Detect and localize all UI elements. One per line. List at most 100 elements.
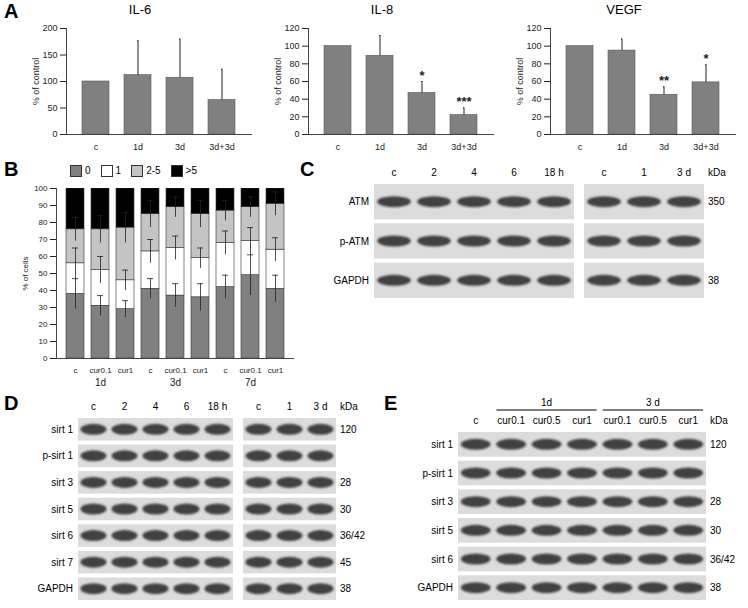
svg-text:cur1: cur1 [268,366,284,375]
svg-text:80: 80 [39,218,48,227]
svg-text:c: c [256,401,261,412]
svg-text:30: 30 [340,504,352,515]
svg-text:kDa: kDa [340,401,358,412]
svg-text:***: *** [456,94,472,109]
svg-text:sirt 6: sirt 6 [51,530,73,541]
svg-text:3d: 3d [659,142,669,152]
svg-text:sirt 1: sirt 1 [431,439,453,450]
svg-text:kDa: kDa [710,415,728,426]
svg-text:cur0.1: cur0.1 [89,366,112,375]
svg-text:45: 45 [340,557,352,568]
svg-text:sirt 3: sirt 3 [431,496,453,507]
svg-text:3d: 3d [417,142,427,152]
svg-text:cur0.5: cur0.5 [533,415,561,426]
svg-text:60: 60 [39,252,48,261]
svg-text:1d: 1d [541,397,552,408]
svg-text:cur1: cur1 [572,415,592,426]
svg-text:120: 120 [710,439,727,450]
svg-text:60: 60 [289,76,299,86]
svg-text:1: 1 [641,167,647,178]
svg-text:cur1: cur1 [193,366,209,375]
svg-text:cur1: cur1 [679,415,699,426]
svg-text:80: 80 [289,59,299,69]
svg-text:28: 28 [710,496,722,507]
svg-text:0: 0 [52,129,57,139]
svg-text:100: 100 [526,41,541,51]
svg-text:cur0.1: cur0.1 [239,366,262,375]
svg-text:c: c [149,366,153,375]
svg-text:% of control: % of control [273,58,283,106]
svg-text:40: 40 [289,94,299,104]
svg-text:3d+3d: 3d+3d [209,142,234,152]
svg-text:30: 30 [39,303,48,312]
svg-text:ATM: ATM [349,196,369,207]
svg-text:% of cells: % of cells [21,256,30,290]
svg-text:1d: 1d [95,377,106,388]
svg-text:% of control: % of control [515,58,525,106]
svg-text:6: 6 [184,401,190,412]
svg-text:40: 40 [39,286,48,295]
svg-text:150: 150 [42,50,57,60]
svg-text:38: 38 [340,583,352,594]
svg-text:c: c [94,142,99,152]
svg-text:cur1: cur1 [118,366,134,375]
svg-text:3d: 3d [175,142,185,152]
svg-text:4: 4 [153,401,159,412]
svg-text:350: 350 [708,196,725,207]
svg-text:36/42: 36/42 [340,530,365,541]
svg-text:60: 60 [531,76,541,86]
svg-text:18 h: 18 h [544,167,563,178]
svg-text:120: 120 [284,23,299,33]
svg-text:sirt 5: sirt 5 [431,525,453,536]
svg-text:40: 40 [531,94,541,104]
svg-text:c: c [224,366,228,375]
svg-text:c: c [473,415,478,426]
svg-text:20: 20 [531,112,541,122]
svg-text:1d: 1d [375,142,385,152]
svg-text:3d+3d: 3d+3d [693,142,718,152]
svg-text:7d: 7d [245,377,256,388]
svg-text:0: 0 [536,129,541,139]
svg-text:90: 90 [39,201,48,210]
svg-text:3 d: 3 d [314,401,328,412]
svg-text:70: 70 [39,235,48,244]
svg-text:200: 200 [42,23,57,33]
svg-text:p-sirt 1: p-sirt 1 [42,450,73,461]
svg-text:100: 100 [34,184,48,193]
svg-text:sirt 7: sirt 7 [51,557,73,568]
svg-text:50: 50 [47,103,57,113]
svg-text:sirt 1: sirt 1 [51,424,73,435]
svg-text:sirt 5: sirt 5 [51,504,73,515]
svg-text:100: 100 [284,41,299,51]
svg-text:c: c [602,167,607,178]
svg-text:c: c [578,142,583,152]
svg-text:GAPDH: GAPDH [37,583,73,594]
svg-text:6: 6 [511,167,517,178]
svg-text:18 h: 18 h [208,401,227,412]
svg-text:sirt 3: sirt 3 [51,477,73,488]
svg-text:*: * [419,68,425,83]
svg-text:2: 2 [122,401,128,412]
svg-text:38: 38 [708,275,720,286]
svg-text:38: 38 [710,582,722,593]
svg-text:100: 100 [42,76,57,86]
svg-text:cur0.1: cur0.1 [164,366,187,375]
svg-text:3d: 3d [170,377,181,388]
svg-text:cur0.1: cur0.1 [604,415,632,426]
svg-text:36/42: 36/42 [710,554,735,565]
svg-text:120: 120 [526,23,541,33]
svg-text:% of control: % of control [31,58,41,106]
svg-text:0: 0 [43,354,48,363]
svg-text:c: c [74,366,78,375]
svg-text:cur0.5: cur0.5 [639,415,667,426]
svg-text:GAPDH: GAPDH [333,275,369,286]
svg-text:p-sirt 1: p-sirt 1 [422,468,453,479]
svg-text:30: 30 [710,525,722,536]
svg-text:2: 2 [431,167,437,178]
svg-text:1d: 1d [617,142,627,152]
svg-text:*: * [703,51,709,66]
svg-text:p-ATM: p-ATM [340,236,369,247]
svg-text:GAPDH: GAPDH [417,582,453,593]
svg-text:3 d: 3 d [646,397,660,408]
svg-text:80: 80 [531,59,541,69]
